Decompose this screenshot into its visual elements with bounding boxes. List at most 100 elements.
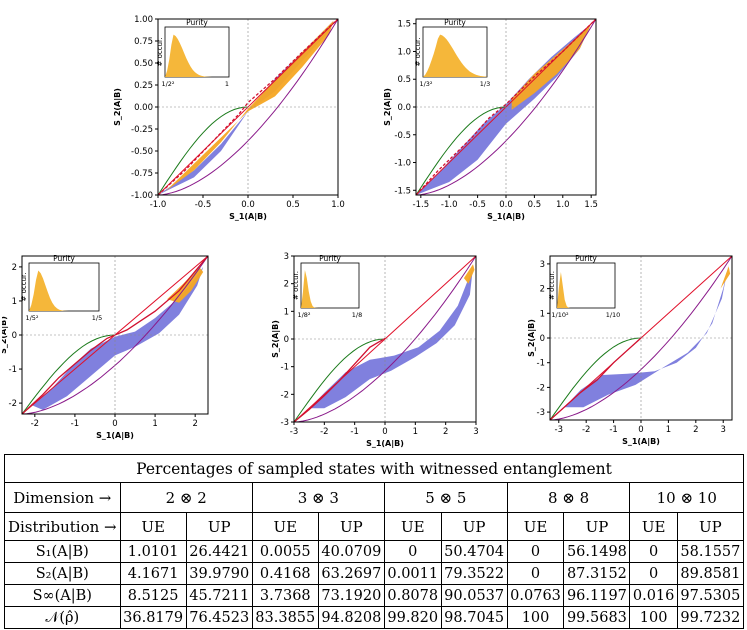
mean-curve-line [157, 18, 339, 196]
y-tick-label: 0.00 [134, 103, 153, 113]
y-tick-label: 2 [540, 285, 545, 295]
inset-ylabel: # occur. [20, 273, 28, 302]
chart-3x3: -1.5 -1.0 -0.5 0.0 0.5 1.0 1.5 -1.5 -1.0 -0.5 0.0 0… [380, 6, 620, 232]
purity-histogram [165, 34, 229, 77]
inset-left-tick: 1/8² [297, 311, 310, 319]
upper-boundary-line [21, 334, 116, 415]
x-tick-label: 1.0 [331, 200, 345, 210]
purity-histogram [423, 34, 487, 77]
table-cell: 0.0011 [383, 562, 442, 585]
table-cell: 90.0537 [440, 584, 508, 607]
x-axis-label: S_1(A|B) [487, 212, 525, 221]
y-tick-label: 0.5 [397, 75, 411, 85]
inset-title: Purity [444, 18, 466, 27]
chart-2x2: -1.0 -0.5 0.0 0.5 1.0 -1.00 -0.75 -0.50 -0.25 0.0… [96, 6, 356, 232]
table-cell: 0 [629, 540, 678, 563]
chart-8x8: -3 -2 -1 0 1 2 3 -3 -2 -1 0 1 2 3 S_1(A|B) S_2(A|B) Puri… [262, 246, 492, 456]
y-axis-label: S_2(A|B) [113, 88, 122, 126]
y-tick-label: 3 [284, 252, 289, 262]
upper-boundary-line [157, 106, 249, 196]
table-cell: 0 [506, 540, 565, 563]
y-axis-label: S_2(A|B) [527, 319, 536, 357]
table-row: 𝒩(ρ̂) 36.8179 76.4523 83.3855 94.8208 99.820 9… [4, 606, 745, 629]
table-cell: 0 [383, 540, 442, 563]
y-tick-label: -1 [9, 365, 17, 375]
y-tick-label: 1.5 [397, 20, 411, 30]
table-cell: 0.016 [629, 584, 678, 607]
x-tick-label: 3 [473, 427, 478, 437]
y-axis-label: S_2(A|B) [383, 88, 392, 126]
chart-5x5-svg: -2 -1 0 1 2 -2 -1 0 1 2 S_1(A|B) S_2(A|B) Purity # oc… [0, 254, 209, 440]
upper-boundary-line [293, 338, 386, 423]
distribution-header: UP [185, 512, 253, 541]
inset-right-tick: 1/5 [92, 314, 102, 322]
table-cell: 0.8078 [383, 584, 442, 607]
ue-scatter-cloud [309, 267, 473, 409]
y-tick-label: 2 [12, 263, 17, 273]
distribution-header: UP [440, 512, 508, 541]
inset-left-tick: 1/2² [161, 80, 174, 88]
y-tick-label: -1 [537, 359, 545, 369]
y-tick-label: 0 [540, 334, 545, 344]
distribution-header: UE [506, 512, 565, 541]
inset-ylabel: # occur. [414, 38, 422, 67]
x-axis-label: S_1(A|B) [229, 212, 267, 221]
row-label: S∞(A|B) [4, 584, 121, 607]
x-tick-label: -2 [320, 427, 328, 437]
x-tick-label: -0.5 [195, 200, 212, 210]
y-tick-label: 0.75 [134, 37, 153, 47]
x-tick-label: -1 [350, 427, 358, 437]
x-axis-label: S_1(A|B) [622, 437, 660, 446]
mean-curve-line [293, 337, 386, 423]
x-tick-label: 2 [693, 425, 698, 435]
purity-histogram [29, 270, 99, 311]
purity-histogram [301, 270, 359, 308]
x-tick-label: 0.5 [528, 200, 542, 210]
x-tick-label: -2 [31, 419, 39, 429]
x-axis-label: S_1(A|B) [366, 439, 404, 448]
distribution-header: UP [317, 512, 385, 541]
table-cell: 39.9790 [185, 562, 253, 585]
table-row: S∞(A|B) 8.5125 45.7211 3.7368 73.1920 0.8078 9… [4, 584, 745, 607]
y-tick-label: -0.5 [394, 131, 411, 141]
table-cell: 89.8581 [676, 562, 745, 585]
table-cell: 45.7211 [185, 584, 253, 607]
inset-left-tick: 1/3² [419, 80, 432, 88]
distribution-header: UE [119, 512, 187, 541]
distribution-label: Distribution → [4, 512, 121, 541]
x-tick-label: -1.0 [441, 200, 458, 210]
y-tick-label: 0 [284, 335, 289, 345]
y-tick-label: -1.5 [394, 186, 411, 196]
table-cell: 94.8208 [317, 606, 385, 629]
mean-curve-line [550, 337, 642, 420]
table-cell: 87.3152 [563, 562, 631, 585]
x-tick-label: 0 [382, 427, 387, 437]
x-tick-label: 2 [443, 427, 448, 437]
x-tick-label: 0.5 [286, 200, 300, 210]
x-tick-label: -2 [582, 425, 590, 435]
mean-curve-line [22, 256, 208, 414]
inset-title: Purity [319, 254, 341, 263]
table-cell: 99.7232 [676, 606, 745, 629]
x-tick-label: -3 [555, 425, 563, 435]
dim-header: 8 ⊗ 8 [506, 482, 631, 513]
inset-right-tick: 1/10 [606, 311, 621, 319]
y-tick-label: 1 [540, 309, 545, 319]
x-tick-label: 0 [112, 419, 117, 429]
table-cell: 96.1197 [563, 584, 631, 607]
table-cell: 76.4523 [185, 606, 253, 629]
dimension-label: Dimension → [4, 482, 121, 513]
chart-5x5: -2 -1 0 1 2 -2 -1 0 1 2 S_1(A|B) S_2(A|B) Purity # oc… [0, 246, 224, 456]
inset-right-tick: 1/3 [480, 80, 490, 88]
y-tick-label: 2 [284, 280, 289, 290]
table-cell: 0 [506, 562, 565, 585]
inset-left-tick: 1/5² [25, 314, 38, 322]
table-cell: 73.1920 [317, 584, 385, 607]
x-tick-label: -1.0 [150, 200, 167, 210]
table-cell: 63.2697 [317, 562, 385, 585]
table-row: S₂(A|B) 4.1671 39.9790 0.4168 63.2697 0.0011 7… [4, 562, 745, 585]
up-scatter-cloud [511, 23, 592, 110]
inset-right-tick: 1/8 [352, 311, 362, 319]
table-cell: 100 [629, 606, 678, 629]
y-tick-label: 1 [284, 307, 289, 317]
